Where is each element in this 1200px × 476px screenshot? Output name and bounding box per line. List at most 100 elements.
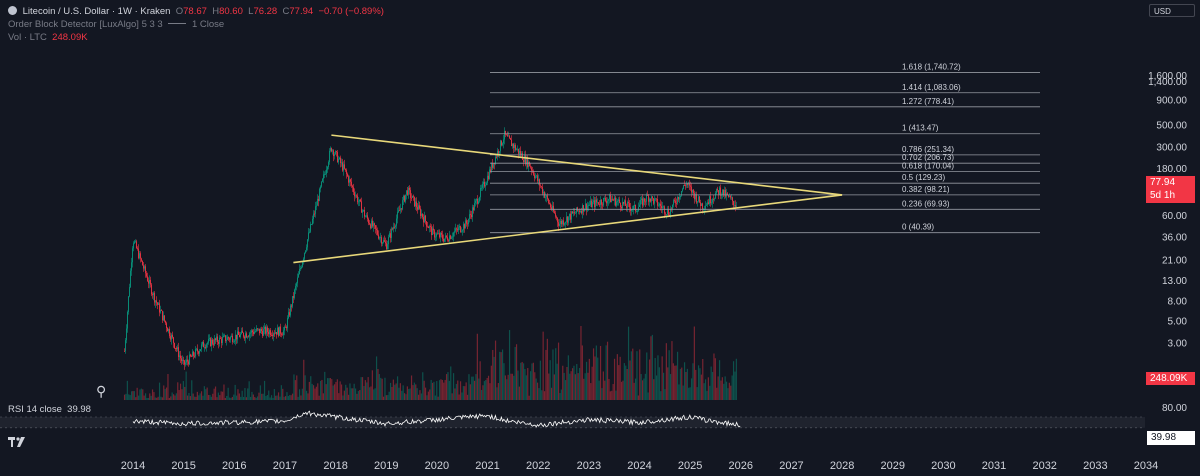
candle-body — [127, 311, 128, 329]
volume-bar — [164, 388, 166, 400]
volume-label[interactable]: Vol · LTC — [8, 32, 47, 43]
close-value: 77.94 — [289, 6, 314, 17]
candle-body — [401, 208, 402, 210]
candle-body — [257, 328, 258, 330]
candle-body — [546, 195, 547, 197]
candle-body — [531, 167, 532, 171]
candle-body — [493, 163, 494, 168]
volume-bar — [170, 396, 172, 400]
tradingview-logo-icon[interactable] — [8, 437, 28, 447]
candle-body — [503, 139, 504, 144]
volume-bar — [479, 361, 481, 400]
candle-body — [388, 237, 389, 245]
candle-body — [527, 157, 528, 167]
volume-bar — [489, 383, 491, 400]
candle-body — [558, 222, 559, 226]
volume-bar — [629, 360, 631, 400]
candle-body — [719, 187, 720, 195]
candle-body — [322, 178, 323, 182]
trendline-lower[interactable] — [293, 194, 843, 264]
candle-body — [718, 190, 719, 195]
candle-body — [201, 344, 202, 350]
candle-body — [176, 348, 177, 350]
candle-body — [542, 187, 543, 194]
candle-body — [435, 236, 436, 238]
triangle-trendlines[interactable] — [293, 134, 843, 264]
candle-body — [597, 202, 598, 203]
candle-body — [253, 332, 254, 334]
candle-body — [186, 359, 187, 363]
candle-body — [214, 338, 215, 345]
volume-bar — [291, 393, 294, 400]
candle-body — [402, 200, 403, 210]
candle-body — [140, 253, 141, 259]
candle-body — [492, 163, 493, 168]
volume-bar — [731, 375, 733, 400]
price-axis[interactable]: 1,600.001,400.00 900.00 500.00 300.00 180.00… — [1148, 71, 1187, 414]
currency-selector[interactable]: USD — [1149, 4, 1195, 17]
time-axis[interactable]: 2014 2015 2016 2017 2018 2019 2020 2021 2022 2023… — [121, 460, 1158, 472]
rsi-label[interactable]: RSI 14 close — [8, 404, 62, 415]
candle-body — [202, 341, 203, 345]
candle-body — [338, 158, 339, 163]
candle-body — [223, 335, 224, 338]
volume-bar — [521, 361, 523, 400]
volume-bar — [721, 377, 723, 400]
chart-legend: Litecoin / U.S. Dollar · 1W · Kraken O78… — [8, 5, 384, 44]
candle-body — [254, 331, 255, 334]
candle-body — [416, 201, 417, 208]
time-tick-label: 2022 — [526, 460, 550, 472]
candle-body — [126, 328, 127, 341]
candle-body — [692, 189, 693, 193]
candle-body — [133, 243, 134, 249]
candle-body — [668, 209, 669, 215]
volume-bar — [125, 393, 127, 400]
indicator-name[interactable]: Order Block Detector [LuxAlgo] 5 3 3 — [8, 19, 163, 30]
volume-bar — [651, 334, 653, 400]
time-tick-label: 2017 — [273, 460, 297, 472]
candle-body — [370, 224, 371, 229]
trendline-upper[interactable] — [331, 134, 843, 196]
volume-bar — [434, 395, 436, 400]
volume-bar — [209, 394, 211, 400]
volume-bar — [349, 383, 351, 400]
volume-bar — [500, 352, 502, 400]
candle-body — [475, 200, 476, 204]
volume-bar — [465, 382, 467, 400]
candle-body — [560, 220, 561, 224]
candle-body — [364, 209, 365, 217]
symbol-title[interactable]: Litecoin / U.S. Dollar · 1W · Kraken — [22, 6, 171, 17]
fibonacci-retracement[interactable]: 1.618 (1,740.72) 1.414 (1,083.06) 1.272 (7… — [490, 63, 1040, 234]
volume-bar — [455, 383, 457, 400]
volume-bar — [296, 375, 298, 400]
candle-body — [399, 210, 400, 212]
volume-bar — [347, 394, 350, 400]
candle-body — [625, 200, 626, 206]
candle-body — [226, 339, 227, 342]
candle-body — [640, 200, 641, 205]
candle-body — [644, 198, 645, 202]
time-tick-label: 2016 — [222, 460, 246, 472]
volume-bar — [325, 384, 327, 400]
candle-body — [192, 351, 193, 357]
candle-body — [456, 228, 457, 230]
volume-bar — [312, 385, 315, 400]
volume-bar — [186, 395, 189, 400]
volume-bar — [168, 397, 170, 400]
candle-body — [242, 330, 243, 333]
candle-body — [459, 226, 460, 228]
volume-bar — [703, 383, 705, 400]
candle-body — [270, 330, 271, 336]
candle-body — [528, 161, 529, 167]
volume-bar — [286, 392, 288, 400]
candle-body — [241, 330, 242, 334]
candle-body — [554, 211, 555, 214]
volume-bar — [259, 385, 261, 400]
candle-body — [406, 190, 407, 195]
candle-body — [684, 185, 685, 186]
volume-bar — [578, 367, 581, 400]
volume-bar — [395, 383, 397, 400]
volume-bar — [706, 390, 708, 400]
volume-bar — [293, 374, 295, 400]
